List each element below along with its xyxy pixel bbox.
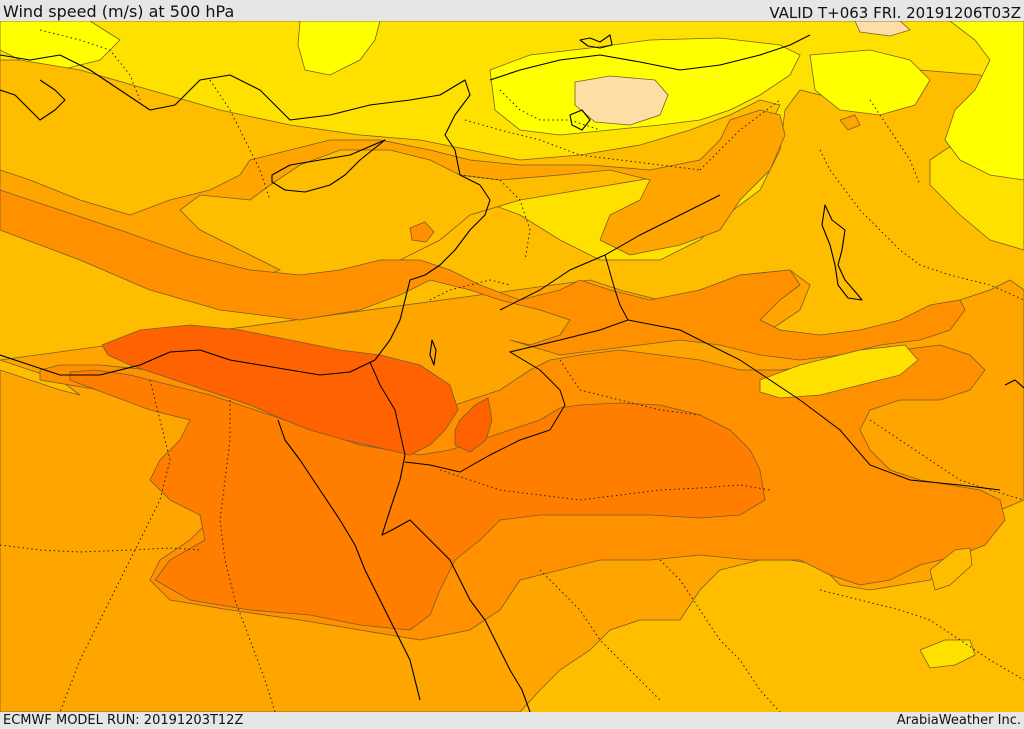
- wind-speed-map[interactable]: [0, 21, 1024, 712]
- coast-aegean: [0, 79, 66, 121]
- band-red-orange-2: [454, 397, 493, 453]
- border-solid-4: [369, 361, 406, 456]
- band-yellow-bright-3: [809, 49, 931, 116]
- border-13: [539, 569, 661, 701]
- footer-bar: ECMWF MODEL RUN: 20191203T12Z ArabiaWeat…: [0, 712, 1024, 729]
- coast-dead-sea: [429, 339, 437, 366]
- major-borders: [369, 194, 1001, 491]
- border-18: [429, 279, 511, 301]
- coast-caspian: [821, 204, 863, 301]
- border-6: [699, 99, 781, 171]
- band-pale-2: [854, 21, 911, 37]
- border-17: [559, 359, 701, 416]
- border-15: [819, 589, 1024, 681]
- credit: ArabiaWeather Inc.: [896, 713, 1021, 728]
- border-14: [659, 559, 781, 712]
- coast-cyprus: [271, 139, 386, 193]
- band-yellow-blob-se: [919, 639, 976, 669]
- border-solid-3: [627, 319, 1001, 491]
- band-orange-light-blob: [839, 114, 861, 131]
- coastlines: [0, 34, 1024, 712]
- border-16: [869, 419, 1024, 501]
- border-solid-2: [508, 254, 629, 406]
- band-orange-blob-1: [409, 221, 435, 243]
- border-9: [59, 379, 171, 712]
- border-12: [439, 469, 771, 501]
- coast-black-sea-south: [489, 34, 811, 81]
- coast-persian-gulf: [1004, 379, 1024, 389]
- coast-caucasus-lakes: [579, 34, 613, 49]
- coast-levant: [0, 184, 491, 376]
- map-canvas: [0, 21, 1024, 712]
- border-3: [464, 119, 701, 171]
- band-yellow-bright-4: [944, 21, 1024, 181]
- country-borders: [0, 29, 1024, 712]
- band-orange-light: [0, 109, 786, 286]
- band-yellow-blob-east: [759, 344, 919, 399]
- border-5: [499, 89, 601, 131]
- band-red-orange: [101, 324, 459, 456]
- valid-time: VALID T+063 FRI. 20191206T03Z: [769, 4, 1021, 22]
- header-bar: Wind speed (m/s) at 500 hPa VALID T+063 …: [0, 0, 1024, 22]
- coast-gulf-suez: [277, 419, 421, 701]
- band-yellow-bright-2: [297, 21, 381, 76]
- border-solid-5: [404, 404, 566, 473]
- border-1: [39, 29, 141, 101]
- border-2: [209, 79, 271, 201]
- model-run: ECMWF MODEL RUN: 20191203T12Z: [3, 713, 244, 728]
- band-amber-blob-se: [929, 547, 973, 591]
- coast-red-sea-east: [381, 454, 531, 712]
- coast-black-sea-anatolia: [0, 54, 481, 186]
- coast-lake-van: [569, 109, 591, 131]
- band-orange: [0, 189, 966, 361]
- map-title: Wind speed (m/s) at 500 hPa: [3, 2, 235, 21]
- border-4: [459, 174, 531, 261]
- border-8: [869, 99, 921, 186]
